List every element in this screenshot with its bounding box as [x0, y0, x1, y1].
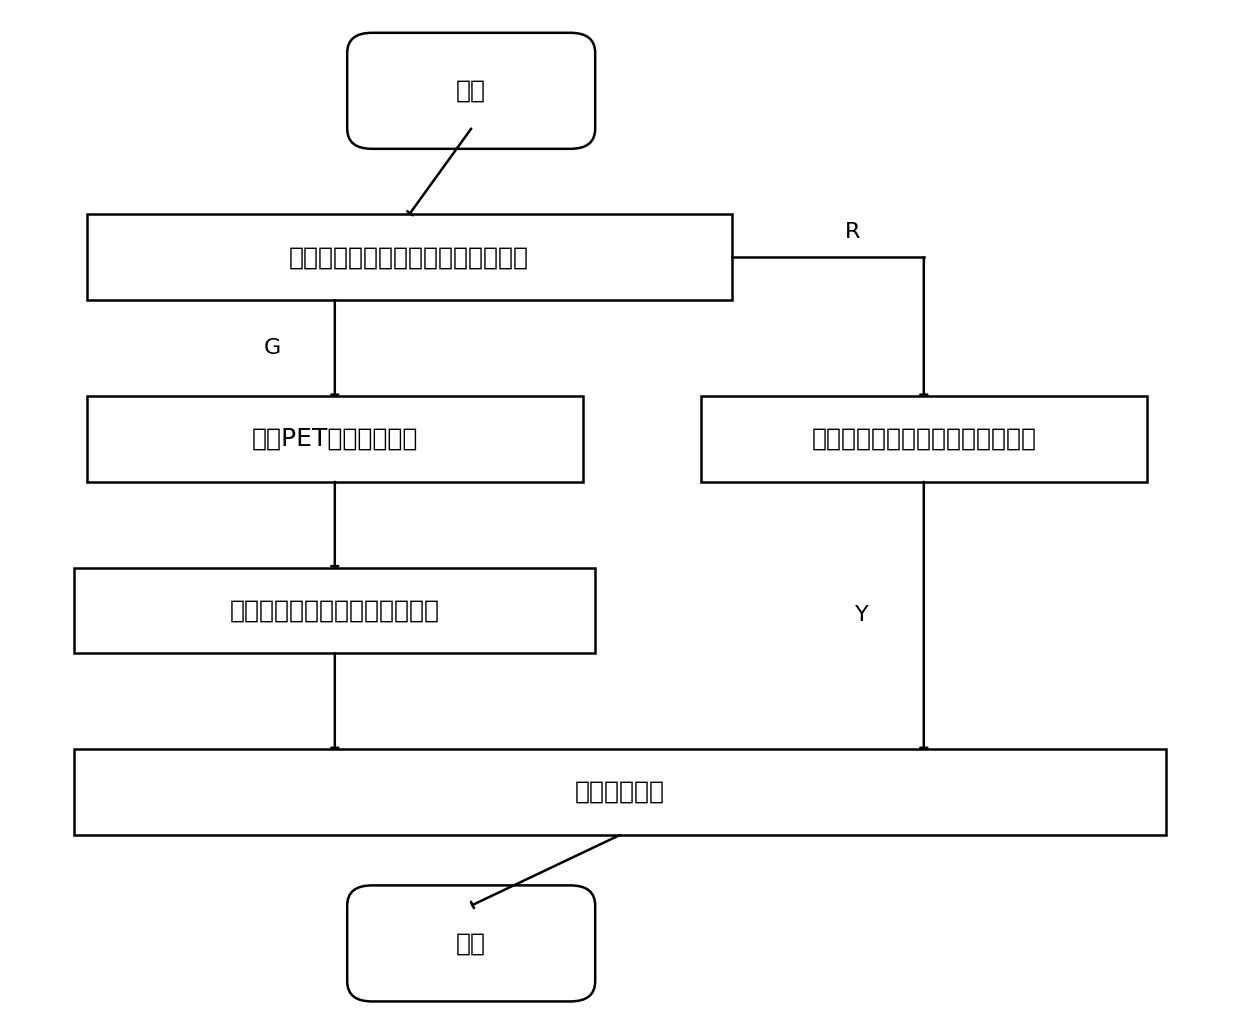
Text: 基于PET判别交通冲突: 基于PET判别交通冲突	[252, 427, 418, 451]
Text: 发布预警信息: 发布预警信息	[575, 780, 665, 804]
FancyBboxPatch shape	[74, 567, 595, 654]
Text: G: G	[264, 338, 281, 358]
FancyBboxPatch shape	[347, 33, 595, 148]
Text: R: R	[844, 222, 861, 242]
FancyBboxPatch shape	[87, 397, 583, 482]
FancyBboxPatch shape	[87, 215, 732, 301]
FancyBboxPatch shape	[701, 397, 1147, 482]
Text: 对存在冲突的车辆进行换道检测: 对存在冲突的车辆进行换道检测	[229, 598, 440, 623]
Text: 判别匝道车辆是否存在闯红灯行为: 判别匝道车辆是否存在闯红灯行为	[811, 427, 1037, 451]
Text: 基于车流量比对结果控制匝道信号灯: 基于车流量比对结果控制匝道信号灯	[289, 245, 529, 269]
Text: 开始: 开始	[456, 79, 486, 103]
Text: 结束: 结束	[456, 931, 486, 956]
Text: Y: Y	[854, 605, 869, 626]
FancyBboxPatch shape	[74, 749, 1166, 835]
FancyBboxPatch shape	[347, 886, 595, 1001]
